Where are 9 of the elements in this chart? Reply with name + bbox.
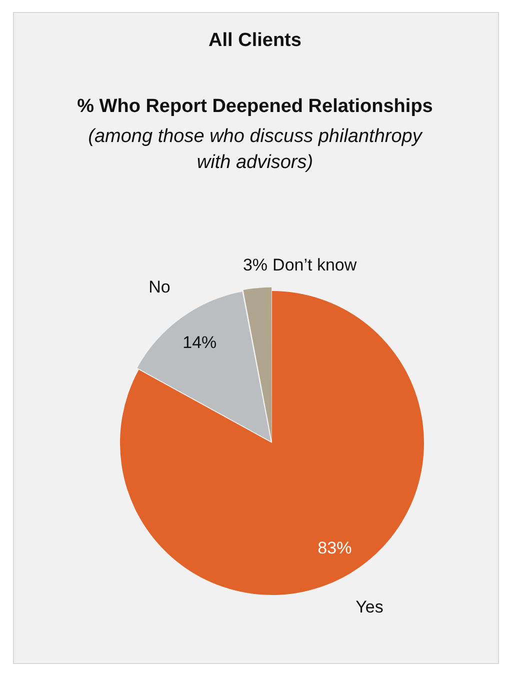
text: (among those who discuss philanthropy with advisors): [87, 125, 424, 175]
slice-label: Yes: [356, 598, 384, 617]
data-label: 83%: [318, 538, 352, 558]
chart-title: All Clients: [208, 30, 302, 52]
chart-subtitle: % Who Report Deepened Relationships: [76, 96, 434, 118]
data-label: 3%: [242, 256, 268, 275]
slice-label: No: [148, 278, 170, 297]
data-label: 14%: [182, 333, 217, 352]
slice-label: Don’t know: [272, 256, 358, 275]
